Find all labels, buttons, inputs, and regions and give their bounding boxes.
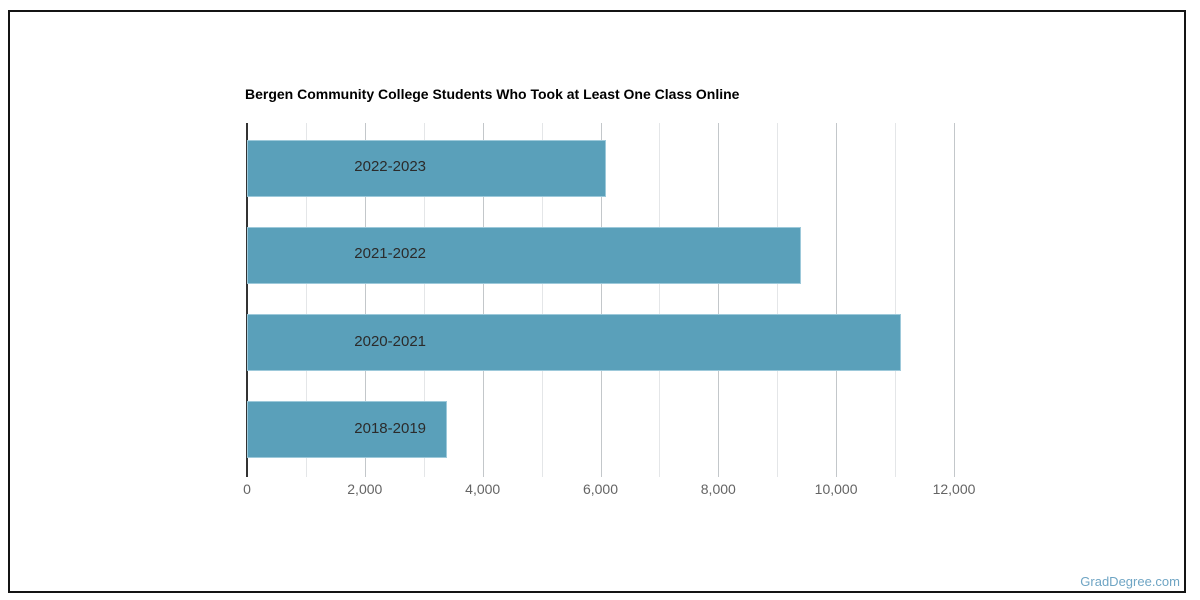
major-gridline bbox=[954, 123, 955, 477]
chart-frame bbox=[8, 10, 1186, 593]
x-axis-tick-label: 6,000 bbox=[582, 481, 619, 497]
bar-2020-2021 bbox=[247, 314, 901, 371]
x-axis-tick-label: 8,000 bbox=[700, 481, 736, 497]
x-axis-tick-label: 0 bbox=[243, 481, 251, 497]
y-axis-baseline bbox=[246, 123, 248, 477]
minor-gridline bbox=[895, 123, 897, 477]
major-gridline bbox=[836, 123, 838, 477]
category-label: 2018-2019 bbox=[354, 419, 426, 437]
major-gridline bbox=[364, 123, 366, 477]
x-axis-tick-label: 2,000 bbox=[347, 481, 383, 497]
major-gridline bbox=[482, 123, 484, 477]
minor-gridline bbox=[423, 123, 425, 477]
category-label: 2022-2023 bbox=[354, 158, 426, 176]
chart-title: Bergen Community College Students Who To… bbox=[245, 86, 740, 102]
bar-2021-2022 bbox=[247, 226, 801, 284]
x-axis-tick-label: 12,000 bbox=[932, 481, 976, 497]
x-axis-tick-label: 10,000 bbox=[814, 481, 858, 497]
x-axis-tick-label: 4,000 bbox=[465, 481, 501, 497]
category-label: 2020-2021 bbox=[354, 332, 426, 350]
bar-2018-2019 bbox=[247, 401, 448, 459]
minor-gridline bbox=[541, 123, 543, 477]
plot-area bbox=[246, 123, 1007, 477]
minor-gridline bbox=[777, 123, 779, 477]
watermark-link[interactable]: GradDegree.com bbox=[1080, 574, 1180, 589]
minor-gridline bbox=[305, 123, 307, 477]
minor-gridline bbox=[659, 123, 661, 477]
major-gridline bbox=[718, 123, 720, 477]
major-gridline bbox=[600, 123, 602, 477]
bar-2022-2023 bbox=[247, 139, 607, 197]
category-label: 2021-2022 bbox=[354, 245, 426, 263]
